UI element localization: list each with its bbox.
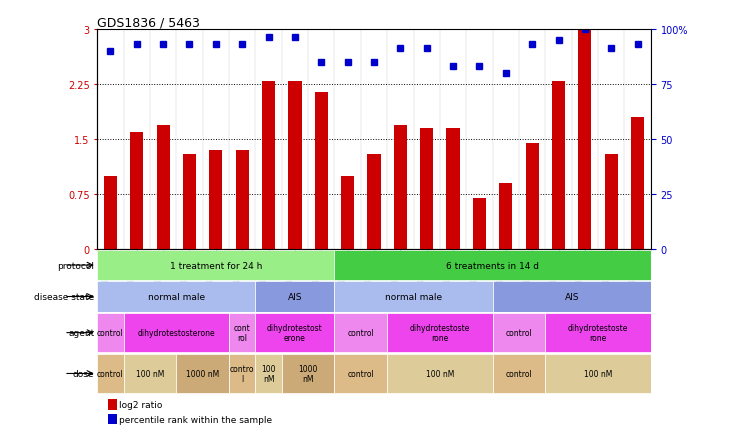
Text: dihydrotestoste
rone: dihydrotestoste rone	[410, 323, 470, 342]
FancyBboxPatch shape	[282, 354, 334, 393]
Text: 6 treatments in 14 d: 6 treatments in 14 d	[446, 261, 539, 270]
Bar	[104, 177, 117, 250]
FancyBboxPatch shape	[97, 282, 255, 312]
Text: 100 nM: 100 nM	[584, 369, 612, 378]
Bar	[108, 414, 117, 424]
Text: AIS: AIS	[288, 293, 302, 301]
Bar	[447, 129, 460, 250]
FancyBboxPatch shape	[387, 313, 493, 352]
Text: dose: dose	[73, 369, 94, 378]
FancyBboxPatch shape	[229, 354, 255, 393]
Text: dihydrotestosterone: dihydrotestosterone	[138, 329, 215, 337]
Text: contro
l: contro l	[230, 364, 254, 383]
FancyBboxPatch shape	[334, 354, 387, 393]
Bar	[420, 129, 433, 250]
FancyBboxPatch shape	[334, 282, 493, 312]
Text: disease state: disease state	[34, 293, 94, 301]
Text: AIS: AIS	[565, 293, 579, 301]
FancyBboxPatch shape	[97, 313, 123, 352]
Bar	[156, 125, 170, 250]
Text: protocol: protocol	[58, 261, 94, 270]
Text: agent: agent	[68, 329, 94, 337]
FancyBboxPatch shape	[334, 313, 387, 352]
FancyBboxPatch shape	[177, 354, 229, 393]
Bar	[315, 92, 328, 250]
FancyBboxPatch shape	[255, 282, 334, 312]
FancyBboxPatch shape	[545, 354, 651, 393]
Bar	[473, 199, 486, 250]
Text: 100 nM: 100 nM	[426, 369, 454, 378]
Bar	[341, 177, 355, 250]
Bar	[108, 399, 117, 410]
FancyBboxPatch shape	[255, 313, 334, 352]
Bar	[367, 155, 381, 250]
FancyBboxPatch shape	[97, 354, 123, 393]
FancyBboxPatch shape	[123, 354, 177, 393]
Bar	[604, 155, 618, 250]
FancyBboxPatch shape	[97, 250, 334, 280]
Text: control: control	[347, 329, 374, 337]
FancyBboxPatch shape	[387, 354, 493, 393]
FancyBboxPatch shape	[255, 354, 282, 393]
Text: GDS1836 / 5463: GDS1836 / 5463	[97, 16, 200, 29]
Text: 1000 nM: 1000 nM	[186, 369, 219, 378]
Bar	[288, 82, 301, 250]
Bar	[499, 184, 512, 250]
Bar	[631, 118, 644, 250]
Bar	[130, 133, 144, 250]
Text: 1 treatment for 24 h: 1 treatment for 24 h	[170, 261, 262, 270]
Text: normal male: normal male	[385, 293, 442, 301]
Text: control: control	[506, 369, 533, 378]
Bar	[209, 151, 222, 250]
Bar	[552, 82, 565, 250]
Text: 100 nM: 100 nM	[136, 369, 164, 378]
Bar	[578, 30, 592, 250]
Text: dihydrotestost
erone: dihydrotestost erone	[267, 323, 323, 342]
FancyBboxPatch shape	[334, 250, 651, 280]
Text: control: control	[506, 329, 533, 337]
Text: control: control	[97, 369, 124, 378]
Bar	[236, 151, 249, 250]
FancyBboxPatch shape	[123, 313, 229, 352]
Text: control: control	[97, 329, 124, 337]
Bar	[526, 144, 539, 250]
Text: 1000
nM: 1000 nM	[298, 364, 318, 383]
Bar	[262, 82, 275, 250]
Bar	[183, 155, 196, 250]
FancyBboxPatch shape	[493, 282, 651, 312]
Text: normal male: normal male	[148, 293, 205, 301]
FancyBboxPatch shape	[229, 313, 255, 352]
Text: log2 ratio: log2 ratio	[120, 400, 163, 409]
FancyBboxPatch shape	[545, 313, 651, 352]
Text: percentile rank within the sample: percentile rank within the sample	[120, 414, 272, 424]
Text: dihydrotestoste
rone: dihydrotestoste rone	[568, 323, 628, 342]
Text: 100
nM: 100 nM	[261, 364, 276, 383]
Text: control: control	[347, 369, 374, 378]
Bar	[393, 125, 407, 250]
FancyBboxPatch shape	[493, 354, 545, 393]
Text: cont
rol: cont rol	[234, 323, 251, 342]
FancyBboxPatch shape	[493, 313, 545, 352]
